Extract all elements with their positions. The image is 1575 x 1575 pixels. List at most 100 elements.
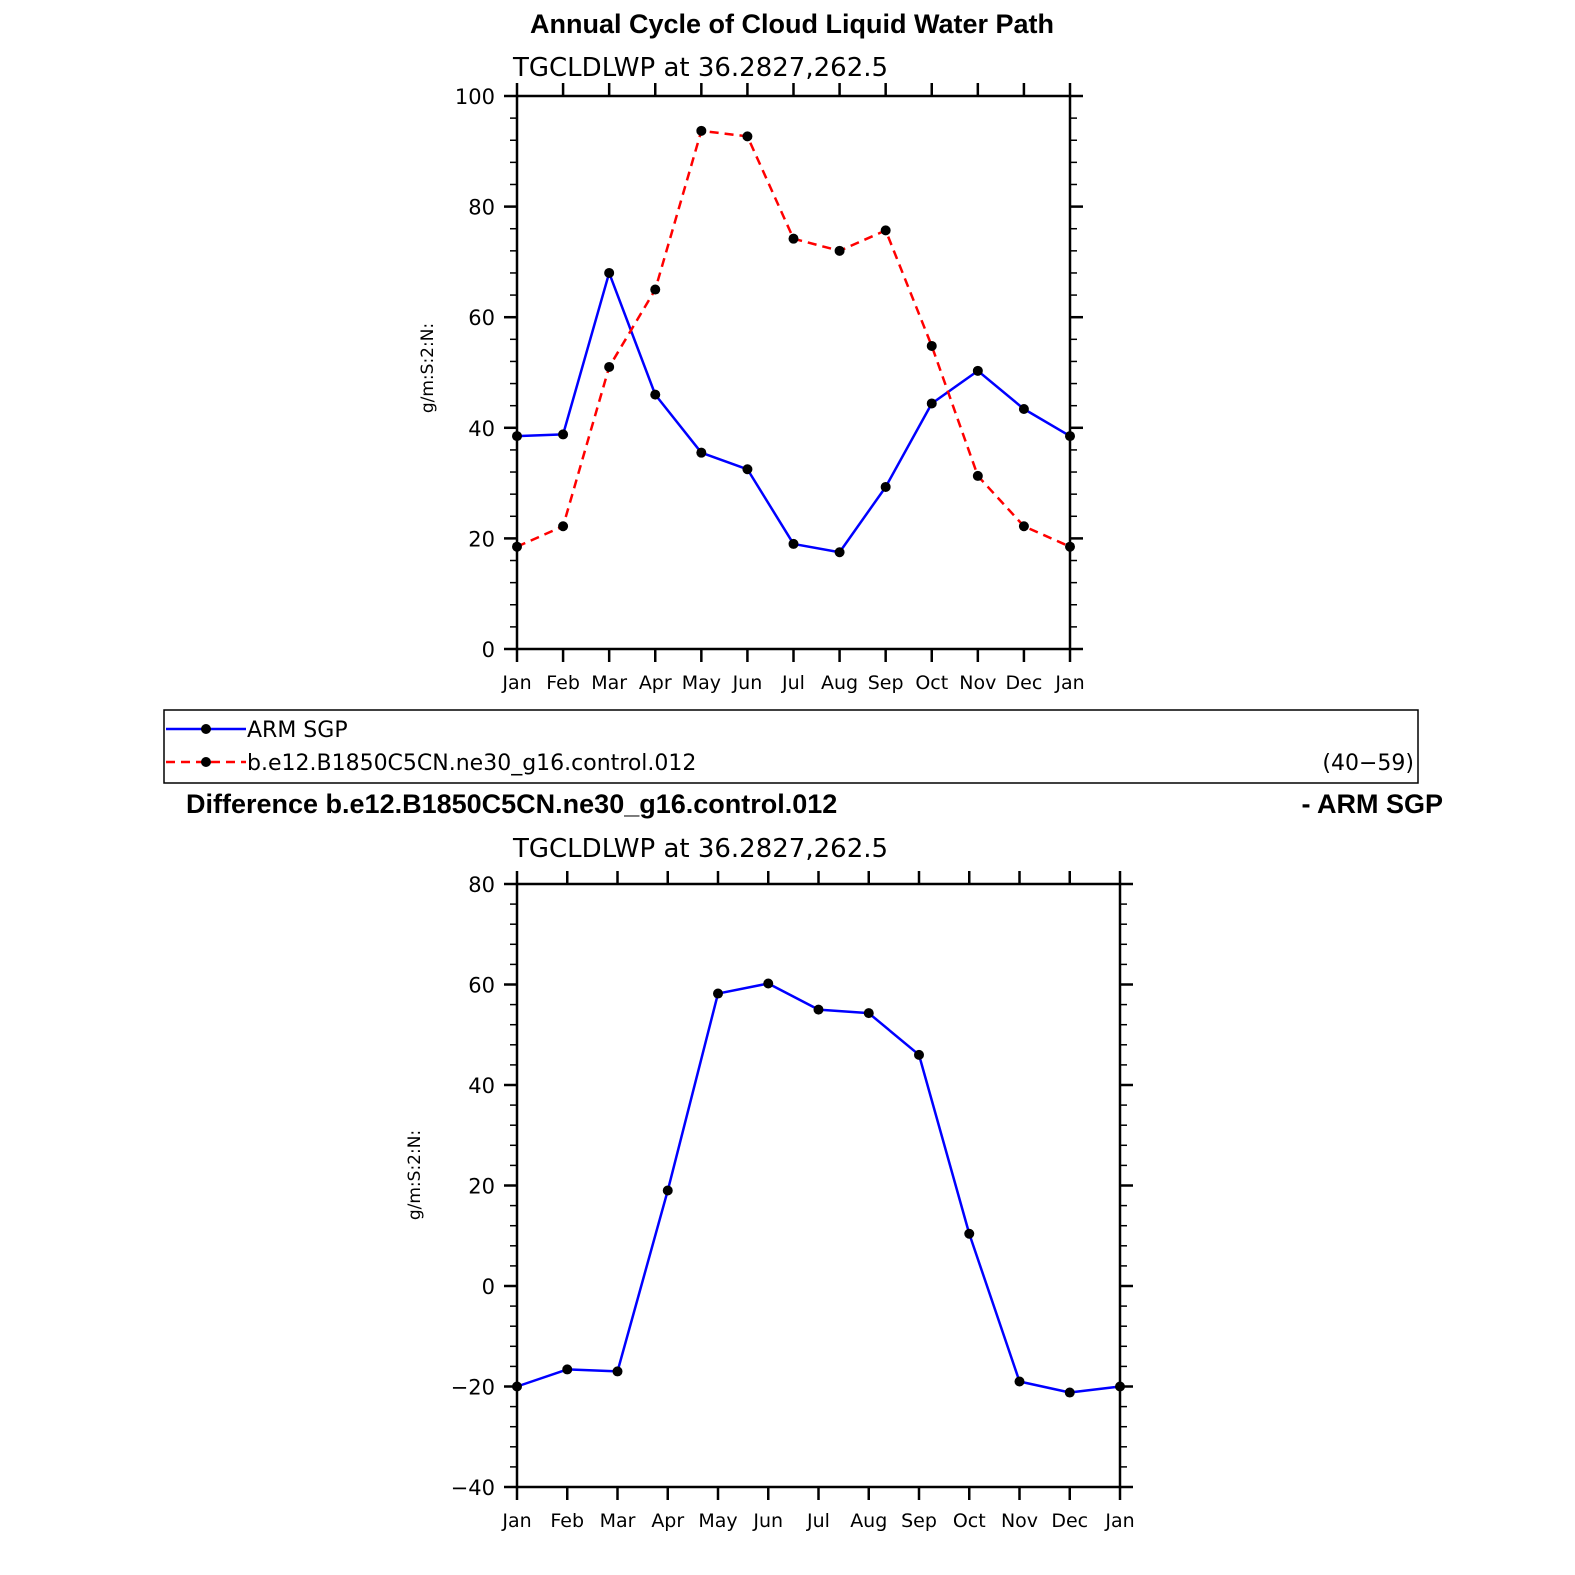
x-tick-label: Apr [651,1510,684,1532]
data-point [742,131,753,142]
x-tick-label: Jun [752,1510,783,1532]
x-tick-label: Mar [600,1510,636,1532]
data-point [1014,1376,1025,1387]
y-tick-label: −20 [451,1376,495,1400]
series-line-0 [516,271,1071,554]
x-tick-label: Jun [732,672,763,694]
axes: 0 20 40 60 80 100 Jan Feb Mar Apr May Jun Jul Aug Sep O… [455,83,1085,694]
x-tick-label: Jan [1104,1510,1134,1532]
x-tick-label: Dec [1051,1510,1088,1532]
y-tick-label: 100 [455,85,495,109]
data-point [1064,1387,1075,1398]
legend-marker-model [201,757,211,767]
x-tick-label: Feb [550,1510,584,1532]
data-point [696,125,707,136]
data-point [1018,521,1029,532]
x-tick-label: May [682,672,721,694]
x-tick-label: Aug [850,1510,887,1532]
data-point [834,547,845,558]
x-tick-label: Feb [546,672,580,694]
y-tick-label: 60 [468,974,495,998]
data-point [558,521,569,532]
x-tick-label: Nov [1001,1510,1038,1532]
data-point [1018,403,1029,414]
y-tick-label: 20 [468,527,495,551]
series-group [512,125,1075,558]
x-tick-label: Oct [953,1510,986,1532]
chart-title: Annual Cycle of Cloud Liquid Water Path [530,9,1054,39]
chart-subtitle: TGCLDLWP at 36.2827,262.5 [512,53,888,83]
data-point [763,978,774,989]
data-point [1065,541,1075,552]
x-tick-label: Apr [639,672,672,694]
y-tick-label: 80 [468,873,495,897]
chart-subtitle: TGCLDLWP at 36.2827,262.5 [512,834,888,864]
data-point [788,538,799,549]
x-tick-label: Nov [959,672,996,694]
x-tick-label: Sep [901,1510,937,1532]
y-tick-label: −40 [451,1476,495,1500]
y-tick-label: 0 [482,1275,495,1299]
data-point [512,1381,522,1392]
data-point [880,225,891,236]
data-point [662,1185,673,1196]
data-point [788,233,799,244]
x-tick-label: May [698,1510,737,1532]
x-tick-label: Sep [868,672,904,694]
series-line-1 [516,129,1071,548]
data-point [813,1004,824,1015]
data-point [926,398,937,409]
y-tick-label: 40 [468,1074,495,1098]
y-axis-label: g/m:S:2:N: [405,1130,425,1220]
data-point [880,481,891,492]
series-group [512,978,1125,1398]
data-point [696,447,707,458]
chart-title-right: - ARM SGP [1302,789,1444,819]
data-point [604,361,615,372]
x-tick-label: Mar [591,672,627,694]
y-tick-label: 40 [468,417,495,441]
data-point [604,267,615,278]
data-point [972,470,983,481]
y-tick-label: 20 [468,1175,495,1199]
y-tick-label: 60 [468,306,495,330]
x-tick-label: Jan [501,1510,531,1532]
legend-marker-arm-sgp [201,724,211,734]
annual-cycle-panel: Annual Cycle of Cloud Liquid Water Path … [418,9,1085,694]
data-point [713,988,723,999]
y-tick-label: 80 [468,196,495,220]
data-point [558,429,569,440]
plot-frame [515,882,1122,1489]
y-axis-label: g/m:S:2:N: [418,323,438,413]
data-point [562,1364,573,1375]
legend: ARM SGP b.e12.B1850C5CN.ne30_g16.control… [163,709,1419,784]
x-tick-label: Jan [501,672,531,694]
series-line-0 [516,982,1121,1394]
chart-title: Difference b.e12.B1850C5CN.ne30_g16.cont… [186,789,837,819]
data-point [512,541,522,552]
plot-frame [515,94,1072,651]
x-tick-label: Jul [806,1510,830,1532]
data-point [650,389,661,400]
data-point [650,284,661,295]
axes: −40 −20 0 20 40 60 80 Jan Feb Mar Apr May Jun Jul Aug S… [451,871,1135,1532]
data-point [1115,1381,1125,1392]
data-point [972,365,983,376]
data-point [612,1366,623,1377]
data-point [964,1228,975,1239]
x-tick-label: Jan [1054,672,1084,694]
x-tick-label: Oct [915,672,948,694]
legend-period: (40−59) [1322,751,1414,776]
data-point [863,1008,874,1019]
legend-label-model: b.e12.B1850C5CN.ne30_g16.control.012 [247,751,696,776]
data-point [742,464,753,475]
difference-panel: Difference b.e12.B1850C5CN.ne30_g16.cont… [186,789,1443,1532]
y-tick-label: 0 [482,638,495,662]
data-point [512,431,522,442]
data-point [1065,431,1075,442]
data-point [914,1049,924,1060]
data-point [926,340,937,351]
x-tick-label: Dec [1006,672,1043,694]
legend-box [163,709,1419,784]
